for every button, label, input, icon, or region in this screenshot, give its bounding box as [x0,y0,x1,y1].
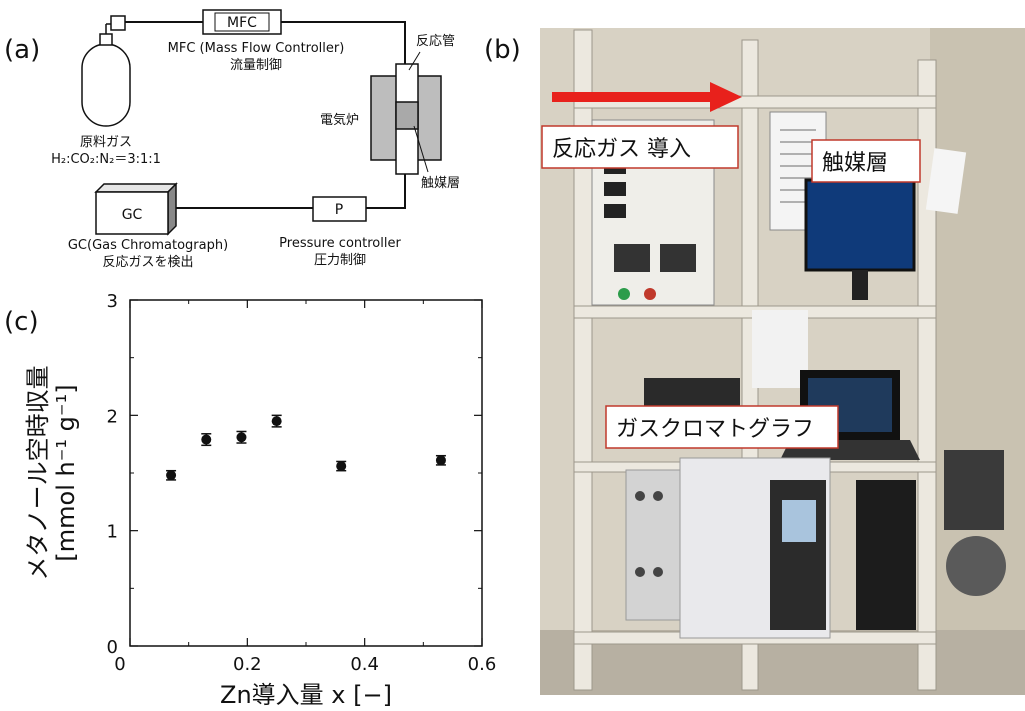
callout-gas-inlet-text: 反応ガス 導入 [552,137,691,162]
pump [944,450,1006,596]
gas-inlet-arrow [552,82,742,112]
electric-furnace [370,63,442,175]
schematic-panel: (a) 原料ガス H₂:CO₂:N₂＝3:1:1 MFC MFC (Mass F… [4,9,460,270]
monitor [804,178,916,300]
catalyst-bed-shape [395,101,419,130]
p-caption-2: 圧力制御 [314,253,366,268]
apparatus-photo: 反応ガス 導入 触媒層 ガスクロマトグラフ [540,28,1025,695]
x-tick-label: 0.6 [468,654,497,675]
callout-gas-inlet: 反応ガス 導入 [541,125,739,169]
plot-frame [129,299,483,647]
furnace-label: 電気炉 [320,112,359,128]
pc-tower [856,480,916,630]
callout-catalyst: 触媒層 [811,139,921,183]
axis-ticks [129,299,483,647]
gc-caption-2: 反応ガスを検出 [102,255,193,270]
y-tick-label: 2 [107,406,118,427]
gas-chromatograph-unit [625,457,831,639]
data-point [166,470,177,481]
gas-cylinder-icon [81,15,131,127]
y-axis-label-line-2: [mmol h⁻¹ g⁻¹] [52,384,80,561]
panel-label-a: (a) [4,35,40,65]
data-point [336,461,347,472]
x-tick-label: 0.4 [350,654,379,675]
x-tick-labels: 0 0.2 0.4 0.6 [114,654,496,675]
mfc-box: MFC [202,9,282,35]
data-point [435,455,446,466]
p-caption-1: Pressure controller [279,236,401,251]
scatter-chart: 0 1 2 3 0 0.2 0.4 0.6 Zn導入量 x [−] メタノール空時収量 [m… [24,291,496,709]
gc-box: GC [94,182,178,236]
y-tick-label: 0 [107,637,118,658]
gas-caption-1: 原料ガス [80,135,132,150]
callout-gc-text: ガスクロマトグラフ [616,417,814,442]
gc-box-label: GC [122,207,143,223]
x-tick-label: 0.2 [233,654,262,675]
reactor-tube-label: 反応管 [416,34,455,49]
data-point [236,432,247,443]
piping [125,21,406,209]
data-point [201,434,212,445]
p-box-label: P [335,202,343,218]
y-tick-labels: 0 1 2 3 [107,291,118,658]
panel-label-b: (b) [484,35,521,65]
x-axis-label: Zn導入量 x [−] [220,681,392,709]
callout-gc: ガスクロマトグラフ [605,405,839,449]
y-tick-label: 1 [107,522,118,543]
data-points [166,414,446,481]
mfc-caption-2: 流量制御 [230,58,282,73]
callout-catalyst-text: 触媒層 [822,151,888,176]
x-tick-label: 0 [114,654,125,675]
paper-note [925,148,967,214]
pressure-controller-box: P [312,196,367,222]
keyboard-box [644,378,740,408]
y-tick-label: 3 [107,291,118,312]
y-axis-label-line-1: メタノール空時収量 [24,365,52,580]
mfc-caption-1: MFC (Mass Flow Controller) [168,41,345,56]
mfc-box-label: MFC [227,15,257,31]
gas-caption-2: H₂:CO₂:N₂＝3:1:1 [51,152,161,167]
y-axis-label: メタノール空時収量 [mmol h⁻¹ g⁻¹] [24,365,80,580]
gc-caption-1: GC(Gas Chromatograph) [68,238,228,253]
panel-label-c: (c) [4,307,39,337]
data-point [271,416,282,427]
catalyst-bed-label: 触媒層 [421,176,460,191]
paper-note-2 [752,310,808,388]
